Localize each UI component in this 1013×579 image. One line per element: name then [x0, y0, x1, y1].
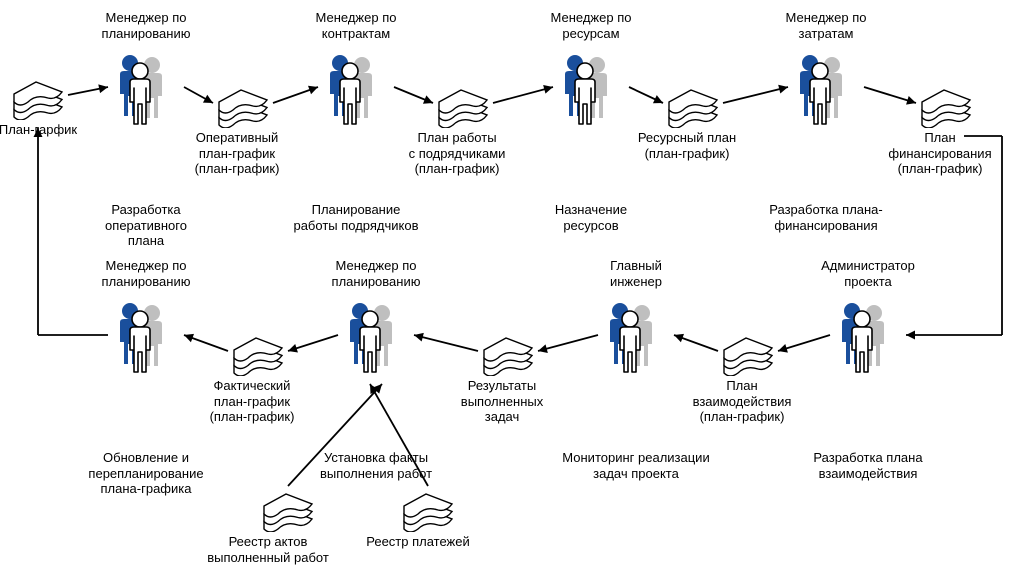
step-label: Обновление и перепланирование плана-граф…	[56, 450, 236, 497]
actor-act5	[110, 300, 182, 378]
doc-label: Реестр актов выполненный работ	[193, 534, 343, 565]
doc-label: Оперативный план-график (план-график)	[177, 130, 297, 177]
actor-act1	[110, 52, 182, 130]
step-label: Установка факты выполнения работ	[286, 450, 466, 481]
doc-label: Фактический план-график (план-график)	[192, 378, 312, 425]
document-doc4	[918, 86, 974, 128]
actor-act7	[600, 300, 672, 378]
doc-label: Ресурсный план (план-график)	[622, 130, 752, 161]
document-doc8	[260, 490, 316, 532]
document-doc2	[435, 86, 491, 128]
role-label: Менеджер по планированию	[76, 10, 216, 41]
step-label: Мониторинг реализации задач проекта	[536, 450, 736, 481]
document-doc9	[400, 490, 456, 532]
actor-act2	[320, 52, 392, 130]
actor-act4	[790, 52, 862, 130]
actor-act8	[832, 300, 904, 378]
document-doc1	[215, 86, 271, 128]
document-doc7	[720, 334, 776, 376]
document-doc0	[10, 78, 66, 120]
role-label: Менеджер по ресурсам	[521, 10, 661, 41]
step-label: Разработка плана- финансирования	[736, 202, 916, 233]
role-label: Менеджер по затратам	[756, 10, 896, 41]
step-label: Разработка плана взаимодействия	[778, 450, 958, 481]
doc-label: План взаимодействия (план-график)	[677, 378, 807, 425]
actor-act6	[340, 300, 412, 378]
role-label: Менеджер по контрактам	[286, 10, 426, 41]
doc-label: План финансирования (план-график)	[880, 130, 1000, 177]
actor-act3	[555, 52, 627, 130]
role-label: Менеджер по планированию	[66, 258, 226, 289]
document-doc3	[665, 86, 721, 128]
workflow-diagram: План-гарфик Менеджер по планированию Разра…	[0, 0, 1013, 579]
step-label: Разработка оперативного плана	[66, 202, 226, 249]
role-label: Менеджер по планированию	[306, 258, 446, 289]
doc-label: Реестр платежей	[358, 534, 478, 550]
role-label: Главный инженер	[566, 258, 706, 289]
doc-label: План работы с подрядчиками (план-график)	[392, 130, 522, 177]
role-label: Администратор проекта	[798, 258, 938, 289]
document-doc5	[230, 334, 286, 376]
document-doc6	[480, 334, 536, 376]
doc-label: Результаты выполненных задач	[442, 378, 562, 425]
doc-label: План-гарфик	[0, 122, 78, 138]
step-label: Планирование работы подрядчиков	[266, 202, 446, 233]
step-label: Назначение ресурсов	[511, 202, 671, 233]
